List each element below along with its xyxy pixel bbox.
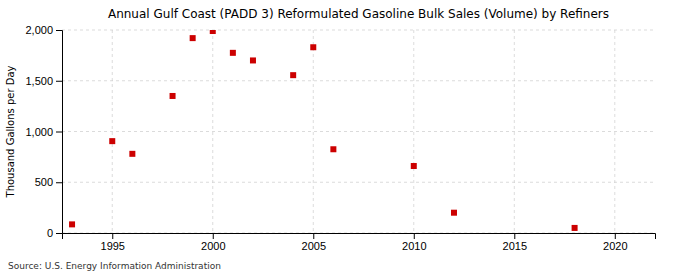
y-axis-line bbox=[56, 31, 63, 234]
x-axis-tick-mark bbox=[414, 233, 415, 239]
x-axis-tick-label: 2000 bbox=[201, 240, 225, 252]
point bbox=[572, 225, 578, 231]
x-axis-tick-label: 2020 bbox=[603, 240, 627, 252]
x-axis-tick: 2020 bbox=[603, 233, 627, 252]
chart-svg: 1995 2000 2005 2010 2015 2020 0 500 1,000 1,500 2,… bbox=[0, 0, 675, 275]
y-axis-title: Thousand Gallons per Day bbox=[5, 65, 16, 198]
point bbox=[69, 221, 75, 227]
point bbox=[411, 163, 417, 169]
y-grid-line bbox=[62, 30, 655, 31]
y-grid-line bbox=[62, 80, 655, 81]
point bbox=[170, 93, 176, 99]
y-axis: 0 500 1,000 1,500 2,000 bbox=[25, 24, 62, 239]
point bbox=[190, 35, 196, 41]
y-axis-tick: 2,000 bbox=[25, 24, 62, 36]
point bbox=[230, 50, 236, 56]
grid bbox=[62, 30, 655, 233]
x-axis-tick: 2005 bbox=[302, 233, 326, 252]
x-axis-tick-label: 2010 bbox=[402, 240, 426, 252]
point bbox=[290, 72, 296, 78]
plot-area: 1995 2000 2005 2010 2015 2020 0 500 1,000 1,500 2,… bbox=[25, 24, 655, 252]
x-axis-tick-label: 1995 bbox=[101, 240, 125, 252]
x-axis-tick-mark bbox=[313, 233, 314, 239]
y-axis-tick: 1,000 bbox=[25, 126, 62, 138]
y-axis-tick-label: 2,000 bbox=[25, 24, 53, 36]
x-axis-tick: 1995 bbox=[101, 233, 125, 252]
x-grid-line bbox=[413, 30, 414, 233]
y-axis-tick-label: 0 bbox=[47, 227, 53, 239]
chart-container: 1995 2000 2005 2010 2015 2020 0 500 1,000 1,500 2,… bbox=[0, 0, 675, 275]
point bbox=[250, 57, 256, 63]
y-grid-line bbox=[62, 131, 655, 132]
point bbox=[451, 210, 457, 216]
x-axis-tick: 2015 bbox=[503, 233, 527, 252]
y-axis-tick: 0 bbox=[47, 227, 62, 239]
y-axis-tick-mark bbox=[56, 30, 62, 31]
point bbox=[210, 30, 216, 34]
x-axis-tick-label: 2015 bbox=[503, 240, 527, 252]
point bbox=[310, 44, 316, 50]
y-axis-tick: 1,500 bbox=[25, 75, 62, 87]
x-axis-tick: 2010 bbox=[402, 233, 426, 252]
x-grid-line bbox=[313, 30, 314, 233]
y-axis-tick-mark bbox=[56, 233, 62, 234]
y-axis-tick-mark bbox=[56, 182, 62, 183]
y-axis-tick-label: 1,000 bbox=[25, 126, 53, 138]
x-axis-tick-mark bbox=[615, 233, 616, 239]
source-note: Source: U.S. Energy Information Administ… bbox=[8, 261, 221, 271]
x-axis-tick-mark bbox=[112, 233, 113, 239]
y-axis-tick-mark bbox=[56, 132, 62, 133]
y-axis-tick: 500 bbox=[35, 176, 62, 188]
title: Annual Gulf Coast (PADD 3) Reformulated … bbox=[108, 7, 609, 21]
x-axis-tick-mark bbox=[213, 233, 214, 239]
y-axis-tick-label: 1,500 bbox=[25, 75, 53, 87]
points bbox=[69, 30, 578, 231]
point bbox=[330, 146, 336, 152]
x-axis-tick-mark bbox=[514, 233, 515, 239]
x-axis-line bbox=[63, 234, 656, 240]
point bbox=[129, 151, 135, 157]
y-axis-tick-mark bbox=[56, 81, 62, 82]
y-axis-tick-label: 500 bbox=[35, 176, 53, 188]
x-axis-tick-label: 2005 bbox=[302, 240, 326, 252]
x-axis: 1995 2000 2005 2010 2015 2020 bbox=[63, 233, 656, 252]
point bbox=[109, 138, 115, 144]
x-axis-tick: 2000 bbox=[201, 233, 225, 252]
y-grid-line bbox=[62, 182, 655, 183]
